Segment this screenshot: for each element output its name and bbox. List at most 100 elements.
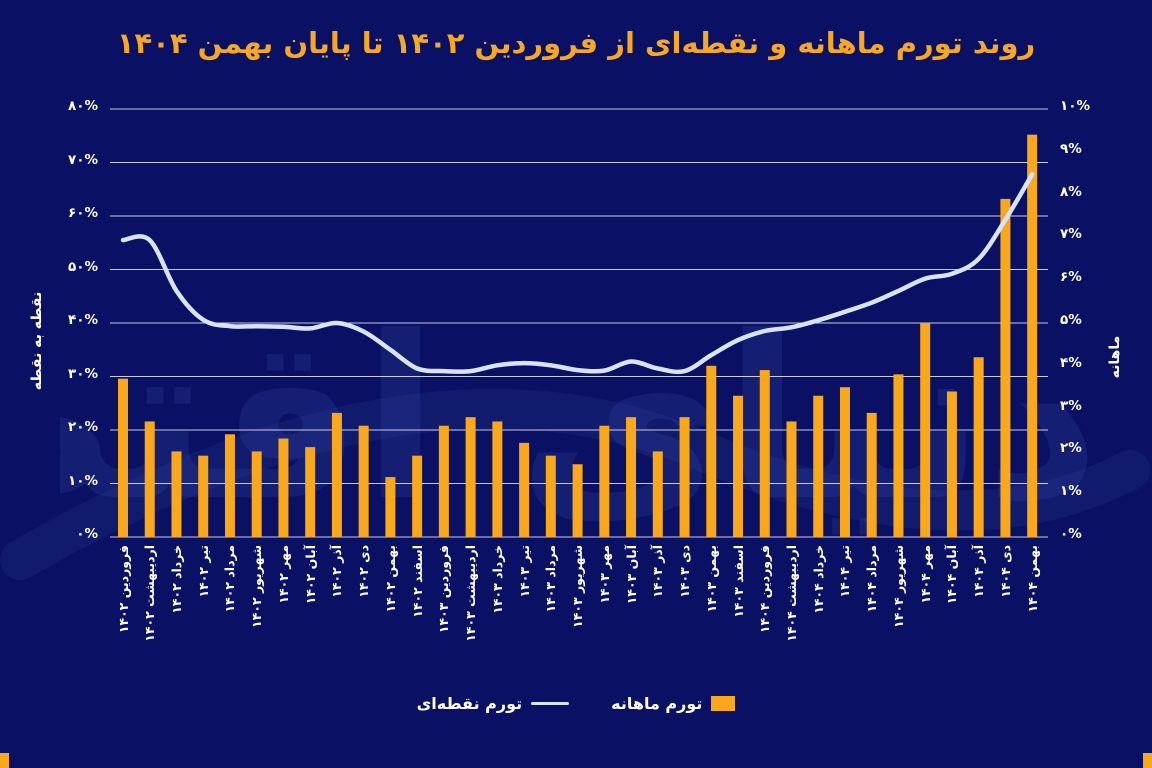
monthly-inflation-bar xyxy=(171,451,182,537)
monthly-inflation-bar xyxy=(305,447,316,537)
left-axis-tick: ۱۰% xyxy=(67,472,98,489)
left-axis-tick: ۰% xyxy=(76,526,98,542)
right-axis-tick: ۷% xyxy=(1060,226,1082,243)
x-axis-month-label: آذر ۱۴۰۲ xyxy=(329,545,345,598)
monthly-inflation-bar xyxy=(572,464,583,537)
x-axis-month-label: بهمن ۱۴۰۲ xyxy=(382,545,398,613)
bottom-left-corner-mark xyxy=(0,753,9,768)
x-axis-month-label: اردیبهشت ۱۴۰۲ xyxy=(142,545,158,642)
monthly-inflation-bar xyxy=(1027,134,1038,537)
right-axis-tick: ۲% xyxy=(1060,440,1082,457)
monthly-inflation-bar xyxy=(626,417,637,537)
left-axis-tick: ۸۰% xyxy=(67,98,98,114)
monthly-inflation-bar xyxy=(358,425,369,537)
monthly-inflation-bar xyxy=(251,451,262,537)
monthly-inflation-bar xyxy=(866,412,877,537)
left-axis-tick: ۴۰% xyxy=(67,312,98,328)
x-axis-month-label: دی ۱۴۰۲ xyxy=(356,545,372,598)
legend-label: تورم نقطه‌ای xyxy=(416,694,523,713)
monthly-inflation-bar xyxy=(733,395,744,537)
x-axis-month-label: تیر ۱۴۰۳ xyxy=(516,545,532,598)
monthly-inflation-bar xyxy=(813,395,824,537)
x-axis-month-label: اسفند ۱۴۰۳ xyxy=(730,545,746,618)
monthly-inflation-bar xyxy=(839,387,850,537)
chart-title: روند تورم ماهانه و نقطه‌ای از فروردین ۱۴… xyxy=(116,26,1036,60)
monthly-inflation-bar xyxy=(759,370,770,537)
x-axis-month-label: شهریور ۱۴۰۳ xyxy=(570,545,586,628)
left-axis-tick: ۶۰% xyxy=(67,205,98,221)
monthly-inflation-bar xyxy=(331,412,342,537)
x-axis-month-label: دی ۱۴۰۴ xyxy=(997,545,1013,598)
bar-swatch-icon xyxy=(711,696,736,711)
right-axis-tick: ۴% xyxy=(1060,354,1082,371)
right-axis-tick: ۵% xyxy=(1060,312,1082,328)
x-axis-month-label: مهر ۱۴۰۴ xyxy=(917,545,933,604)
line-swatch-icon xyxy=(531,701,570,706)
x-axis-month-label: خرداد ۱۴۰۲ xyxy=(168,545,184,614)
x-axis-month-label: تیر ۱۴۰۴ xyxy=(837,545,853,598)
monthly-inflation-bar xyxy=(198,455,209,537)
legend-label: تورم ماهانه xyxy=(611,694,703,713)
x-axis-month-label: بهمن ۱۴۰۴ xyxy=(1024,545,1040,613)
right-axis-tick: ۸% xyxy=(1060,183,1082,200)
x-axis-month-label: اسفند ۱۴۰۲ xyxy=(409,545,425,618)
x-axis-month-label: مرداد ۱۴۰۴ xyxy=(864,545,880,613)
monthly-inflation-bar xyxy=(438,425,449,537)
left-axis-tick: ۳۰% xyxy=(67,365,98,382)
x-axis-month-label: آذر ۱۴۰۳ xyxy=(650,545,666,598)
x-axis-month-label: مهر ۱۴۰۳ xyxy=(596,545,612,604)
monthly-inflation-bar xyxy=(278,438,289,537)
monthly-inflation-bar xyxy=(118,378,128,537)
x-axis-month-label: اردیبهشت ۱۴۰۴ xyxy=(784,545,799,642)
legend: تورم ماهانه تورم نقطه‌ای xyxy=(0,694,1152,713)
legend-item-point-to-point-inflation: تورم نقطه‌ای xyxy=(417,694,570,713)
left-axis-tick: ۷۰% xyxy=(67,151,98,168)
x-axis-month-label: دی ۱۴۰۳ xyxy=(677,545,693,598)
x-axis-month-label: فروردین ۱۴۰۴ xyxy=(757,545,773,634)
bottom-right-corner-mark xyxy=(1143,753,1152,768)
right-axis-tick: ۱۰% xyxy=(1060,98,1091,114)
monthly-inflation-bar xyxy=(224,434,235,537)
monthly-inflation-bar xyxy=(545,455,556,537)
monthly-inflation-bar xyxy=(973,357,984,537)
x-axis-month-label: مهر ۱۴۰۲ xyxy=(275,545,291,604)
x-axis-month-label: شهریور ۱۴۰۴ xyxy=(890,545,906,628)
right-axis-tick: ۰% xyxy=(1060,526,1082,542)
right-axis-tick: ۱% xyxy=(1060,483,1082,500)
right-axis-title: ماهانه xyxy=(1107,335,1123,379)
x-axis-month-label: اردیبهشت ۱۴۰۳ xyxy=(463,545,479,642)
x-axis-month-label: شهریور ۱۴۰۲ xyxy=(249,545,265,628)
x-axis-month-label: مرداد ۱۴۰۲ xyxy=(222,545,238,613)
monthly-inflation-bar xyxy=(1000,198,1011,537)
x-axis-month-label: مرداد ۱۴۰۳ xyxy=(543,545,559,613)
monthly-inflation-bar xyxy=(385,477,396,537)
monthly-inflation-bar xyxy=(492,421,503,537)
x-axis-month-label: آبان ۱۴۰۴ xyxy=(944,545,960,605)
monthly-inflation-bar xyxy=(706,365,717,537)
monthly-inflation-bar xyxy=(465,417,476,537)
point-to-point-inflation-line xyxy=(120,172,1035,375)
left-axis-title: نقطه به نقطه xyxy=(29,291,45,391)
monthly-inflation-bar xyxy=(652,451,663,537)
monthly-inflation-bar xyxy=(893,374,904,537)
legend-item-monthly-inflation: تورم ماهانه xyxy=(611,694,736,713)
x-axis-month-label: تیر ۱۴۰۲ xyxy=(195,545,211,598)
monthly-inflation-bar xyxy=(920,323,931,537)
x-axis-month-label: فروردین ۱۴۰۲ xyxy=(115,545,131,634)
left-axis-tick: ۵۰% xyxy=(67,258,98,275)
monthly-inflation-bar xyxy=(679,417,690,537)
left-axis-tick: ۲۰% xyxy=(67,419,98,435)
right-axis-tick: ۹% xyxy=(1060,140,1082,157)
monthly-inflation-bars xyxy=(118,134,1038,537)
right-axis-tick: ۶% xyxy=(1060,269,1082,286)
monthly-inflation-bar xyxy=(412,455,423,537)
monthly-inflation-bar xyxy=(519,442,530,537)
x-axis-month-label: فروردین ۱۴۰۳ xyxy=(436,545,452,634)
x-axis-month-label: آبان ۱۴۰۳ xyxy=(623,545,639,605)
monthly-inflation-bar xyxy=(599,425,610,537)
monthly-inflation-bar xyxy=(786,421,797,537)
right-axis-tick: ۳% xyxy=(1060,397,1082,414)
x-axis-month-label: خرداد ۱۴۰۴ xyxy=(810,545,826,614)
monthly-inflation-bar xyxy=(946,391,957,537)
